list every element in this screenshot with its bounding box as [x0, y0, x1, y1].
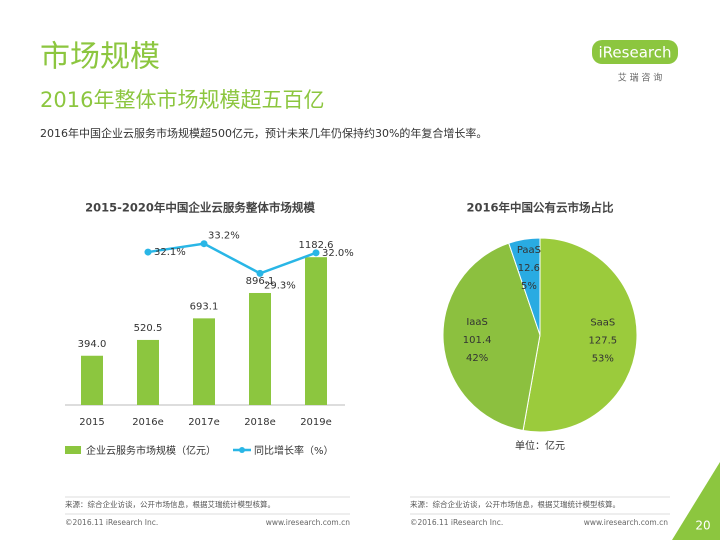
pie-slice	[442, 242, 541, 432]
slide-subtitle: 2016年整体市场规模超五百亿	[40, 88, 324, 112]
legend-label: 同比增长率（%）	[254, 444, 334, 457]
x-tick-label: 2018e	[244, 417, 276, 428]
x-tick-label: 2019e	[300, 417, 332, 428]
slice-percent: 42%	[466, 353, 488, 364]
line-point	[312, 249, 320, 257]
legend-swatch	[65, 446, 81, 454]
url: www.iresearch.com.cn	[584, 518, 669, 527]
bar-label: 1182.6	[299, 240, 334, 251]
x-tick-label: 2016e	[132, 417, 164, 428]
legend-swatch	[239, 447, 245, 453]
bar	[305, 257, 327, 405]
source: 来源：综合企业访谈，公开市场信息，根据艾瑞统计模型核算。	[65, 499, 275, 509]
slice-value: 12.6	[518, 263, 540, 274]
bar-label: 520.5	[134, 323, 163, 334]
line-point	[256, 269, 264, 277]
page-number: 20	[695, 519, 710, 533]
line-point	[144, 248, 152, 256]
logo-tagline: 艾 瑞 咨 询	[618, 72, 663, 84]
line-label: 29.3%	[264, 280, 296, 291]
chart-title: 2016年中国公有云市场占比	[466, 201, 614, 215]
pie-slice	[508, 237, 541, 336]
x-tick-label: 2015	[79, 417, 104, 428]
slice-name: PaaS	[517, 245, 541, 256]
slice-value: 101.4	[463, 335, 492, 346]
slide-title: 市场规模	[40, 40, 160, 75]
bar	[193, 318, 215, 405]
bar-label: 693.1	[190, 301, 219, 312]
line-point	[200, 240, 208, 248]
corner	[672, 462, 720, 540]
url: www.iresearch.com.cn	[266, 518, 351, 527]
line-label: 32.0%	[322, 248, 354, 259]
chart-title: 2015-2020年中国企业云服务整体市场规模	[85, 201, 315, 215]
logo-badge	[592, 40, 678, 64]
copyright: ©2016.11 iResearch Inc.	[410, 518, 503, 527]
bar	[249, 292, 271, 405]
bar	[81, 355, 103, 405]
slice-value: 127.5	[588, 336, 617, 347]
slice-name: IaaS	[466, 317, 488, 328]
line	[147, 242, 317, 275]
bar-label: 896.1	[246, 276, 275, 287]
x-tick-label: 2017e	[188, 417, 220, 428]
slice-name: SaaS	[590, 318, 615, 329]
source: 来源：综合企业访谈，公开市场信息，根据艾瑞统计模型核算。	[410, 499, 620, 509]
logo-brand: iResearch	[599, 44, 672, 62]
unit-label: 单位：亿元	[515, 439, 565, 452]
bar	[137, 339, 159, 405]
slice-percent: 5%	[521, 281, 537, 292]
slice-percent: 53%	[592, 354, 614, 365]
legend-label: 企业云服务市场规模（亿元）	[86, 444, 216, 457]
pie-slice	[522, 237, 638, 433]
description: 2016年中国企业云服务市场规模超500亿元，预计未来几年仍保持约30%的年复合…	[40, 126, 487, 140]
bar-label: 394.0	[78, 339, 107, 350]
copyright: ©2016.11 iResearch Inc.	[65, 518, 158, 527]
line-label: 33.2%	[208, 231, 240, 242]
line-label: 32.1%	[154, 247, 186, 258]
